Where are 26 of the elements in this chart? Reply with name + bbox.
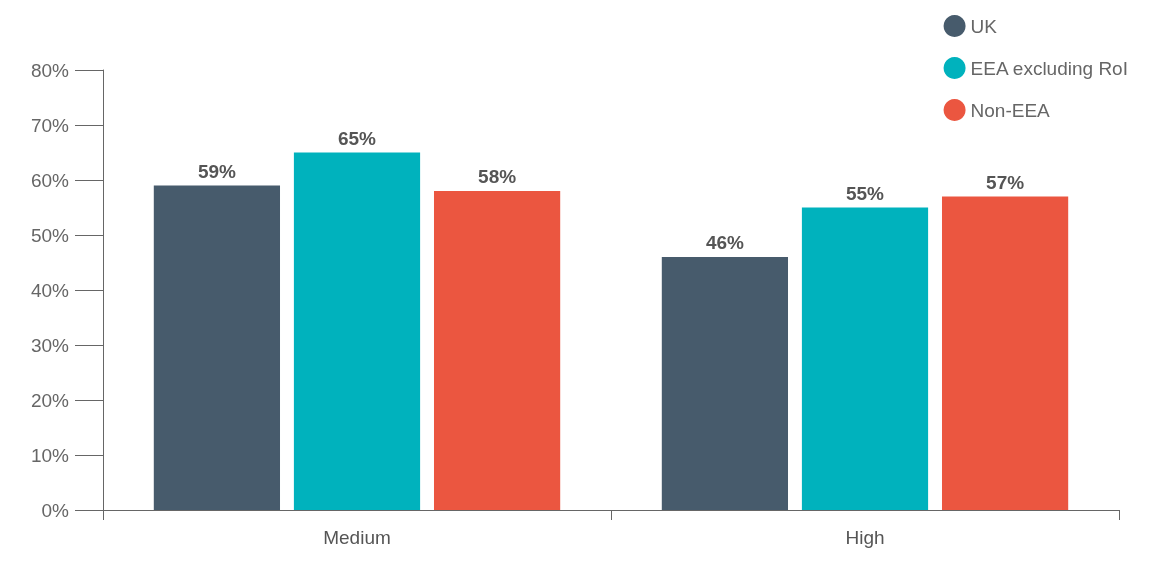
text: 57% — [986, 171, 1025, 193]
y-tick-label: 40% — [30, 279, 70, 301]
y-tick-label: 50% — [30, 224, 70, 246]
text: 58% — [478, 166, 517, 187]
text: 46% — [705, 232, 744, 253]
bar — [801, 207, 929, 510]
text: 55% — [845, 182, 885, 204]
bar — [661, 257, 789, 510]
y-tick-label: 0% — [41, 499, 70, 521]
y-tick-label: 20% — [30, 389, 70, 411]
bar — [153, 185, 281, 510]
bar — [941, 196, 1069, 510]
y-tick-label: 80% — [30, 59, 70, 81]
x-tick-label: High — [845, 527, 885, 548]
y-tick-label: 30% — [30, 334, 70, 356]
y-tick-label: 10% — [30, 444, 70, 466]
y-tick-label: 70% — [30, 114, 70, 136]
y-tick-label: 60% — [30, 169, 70, 191]
legend-label: Non-EEA — [970, 99, 1051, 121]
text: 59% — [197, 160, 236, 182]
bar — [433, 191, 561, 510]
legend-label: UK — [970, 15, 998, 37]
legend-label: EEA excluding RoI — [970, 57, 1128, 79]
x-tick-label: Medium — [323, 527, 391, 548]
bar — [293, 152, 421, 510]
text: 65% — [337, 127, 377, 149]
